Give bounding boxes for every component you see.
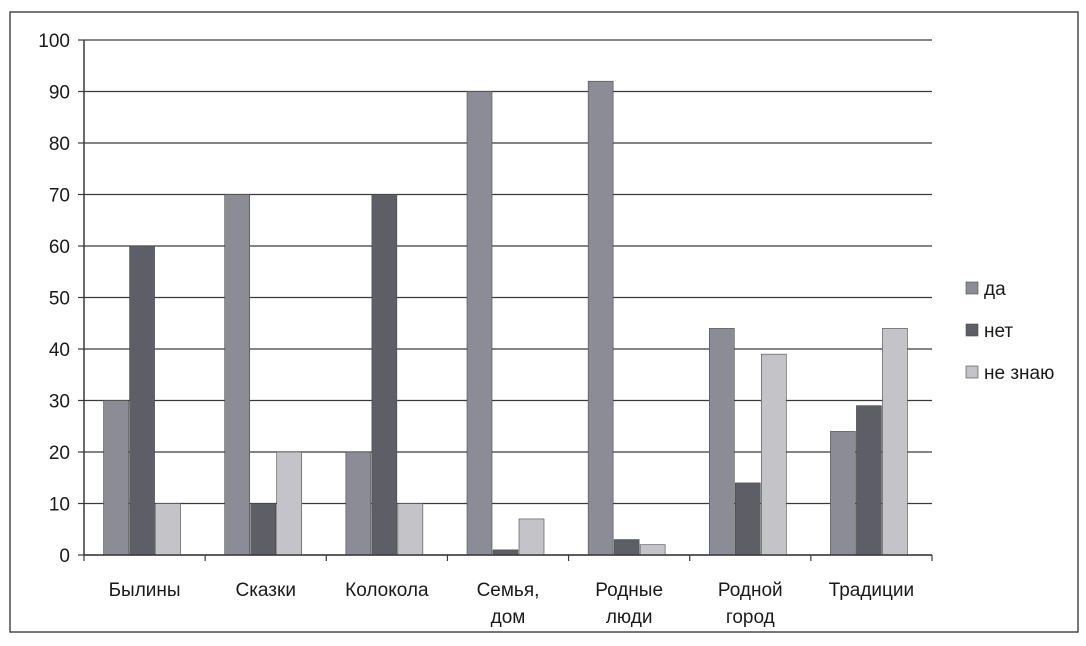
y-tick-label: 50 [49,289,70,310]
x-category-label: Традиции [829,580,914,601]
y-tick-label: 60 [49,237,70,258]
bar-нет-0 [129,245,155,556]
y-tick-label: 20 [49,443,70,464]
bar-не-знаю-1 [276,451,303,556]
x-category-label: Былины [109,580,181,601]
y-tick-label: 80 [49,134,70,155]
legend-label-да: да [984,279,1006,300]
bars [103,80,908,556]
axes: 0 10 20 30 40 50 60 70 80 90 100 Былины Сказки Колоко… [38,31,933,628]
x-category-label: Семья, [477,580,540,601]
bar-нет-2 [371,194,398,556]
legend-label-нет: нет [984,321,1013,342]
x-category-label: Сказки [235,580,295,601]
y-tick-label: 10 [49,495,70,516]
bar-не-знаю-5 [760,353,787,556]
legend-swatch-нет [965,323,979,337]
x-category-label: Родные [595,580,663,601]
y-tick-label: 90 [49,83,70,104]
bar-не-знаю-4 [639,544,666,556]
bar-да-5 [708,328,735,556]
legend: да нет не знаю [965,279,1054,384]
y-tick-label: 100 [38,31,70,52]
bar-не-знаю-6 [882,328,908,556]
bar-не-знаю-0 [155,503,181,556]
bar-да-3 [466,91,493,556]
bar-не-знаю-2 [397,503,424,556]
legend-swatch-не-знаю [965,365,979,379]
y-tick-label: 70 [49,186,70,207]
bar-не-знаю-3 [518,518,545,556]
bar-нет-6 [856,405,882,556]
bar-нет-4 [613,539,640,556]
bar-да-0 [103,400,129,556]
bar-нет-3 [492,549,519,556]
legend-label-не-знаю: не знаю [984,363,1054,384]
x-category-label: Родной [718,580,783,601]
bar-нет-5 [734,482,761,556]
y-tick-label: 0 [59,546,70,567]
x-category-label: люди [606,607,653,628]
bar-да-4 [587,80,614,556]
y-tick-label: 30 [49,392,70,413]
x-category-label: дом [491,607,526,628]
y-tick-label: 40 [49,340,70,361]
bar-нет-1 [250,503,277,556]
legend-swatch-да [965,281,979,295]
bar-да-6 [830,431,856,556]
bar-да-1 [224,194,251,556]
x-category-label: город [726,607,775,628]
bar-да-2 [345,451,372,556]
x-category-label: Колокола [345,580,429,601]
